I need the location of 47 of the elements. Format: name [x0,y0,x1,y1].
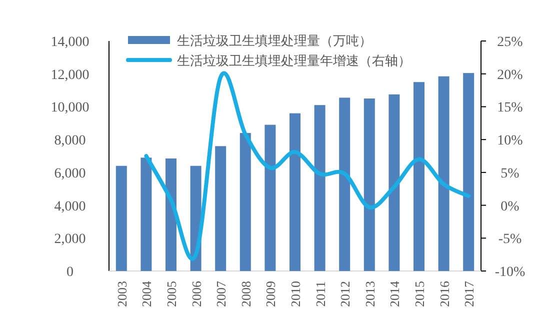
x-tick-label: 2006 [188,280,204,307]
legend-label: 生活垃圾卫生填埋处理量年增速（右轴） [177,54,411,69]
y-tick-label: 6,000 [54,166,86,182]
x-tick-label: 2003 [114,281,130,307]
y2-tick-label: 10% [497,134,524,149]
bar [290,113,300,271]
bar [339,98,350,271]
y-tick-label: 14,000 [50,35,90,50]
bar [240,133,251,271]
x-tick-label: 2013 [362,281,378,307]
x-tick-label: 2007 [214,280,229,307]
x-tick-label: 2004 [139,280,154,307]
x-tick-label: 2012 [338,281,353,307]
bar [215,146,226,271]
y2-tick-label: 0% [500,199,520,214]
y-tick-label: 8,000 [54,134,86,149]
y2-tick-label: 15% [497,100,524,116]
x-tick-label: 2010 [288,281,303,307]
y2-tick-label: -5% [498,232,522,248]
bar [166,158,176,271]
y-tick-label: 0 [66,265,74,280]
x-tick-label: 2008 [238,281,254,307]
y-tick-label: 12,000 [50,68,90,83]
bar [463,73,474,271]
y-tick-label: 10,000 [50,100,90,116]
y-tick-label: 2,000 [54,232,86,248]
x-tick-label: 2016 [436,280,452,307]
y-tick-label: 4,000 [54,199,86,214]
x-tick-label: 2015 [412,281,427,307]
x-tick-label: 2011 [312,281,328,307]
bar [414,82,424,271]
y2-tick-label: 20% [497,68,524,83]
bar [140,158,152,271]
y2-tick-label: -10% [494,265,526,280]
bar [314,105,326,271]
bar [364,98,375,271]
y2-tick-label: 5% [500,166,520,182]
bar [264,124,276,271]
bar [438,76,450,271]
x-tick-label: 2009 [263,281,278,307]
y2-tick-label: 25% [497,35,524,50]
bar [116,166,127,271]
x-tick-label: 2017 [462,280,477,307]
x-tick-label: 2005 [164,281,179,307]
x-tick-label: 2014 [387,280,402,307]
legend-label: 生活垃圾卫生填埋处理量（万吨） [177,34,372,49]
bar [388,94,400,271]
